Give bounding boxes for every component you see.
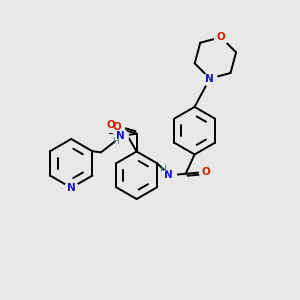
Text: O: O (201, 167, 210, 177)
Text: O: O (106, 120, 115, 130)
Text: O: O (217, 32, 225, 42)
Text: N: N (116, 131, 125, 141)
Text: N: N (67, 183, 76, 193)
Text: N: N (206, 74, 214, 83)
Text: O: O (113, 122, 122, 132)
Text: H: H (159, 165, 166, 174)
Text: H: H (112, 137, 119, 146)
Text: N: N (164, 170, 173, 180)
